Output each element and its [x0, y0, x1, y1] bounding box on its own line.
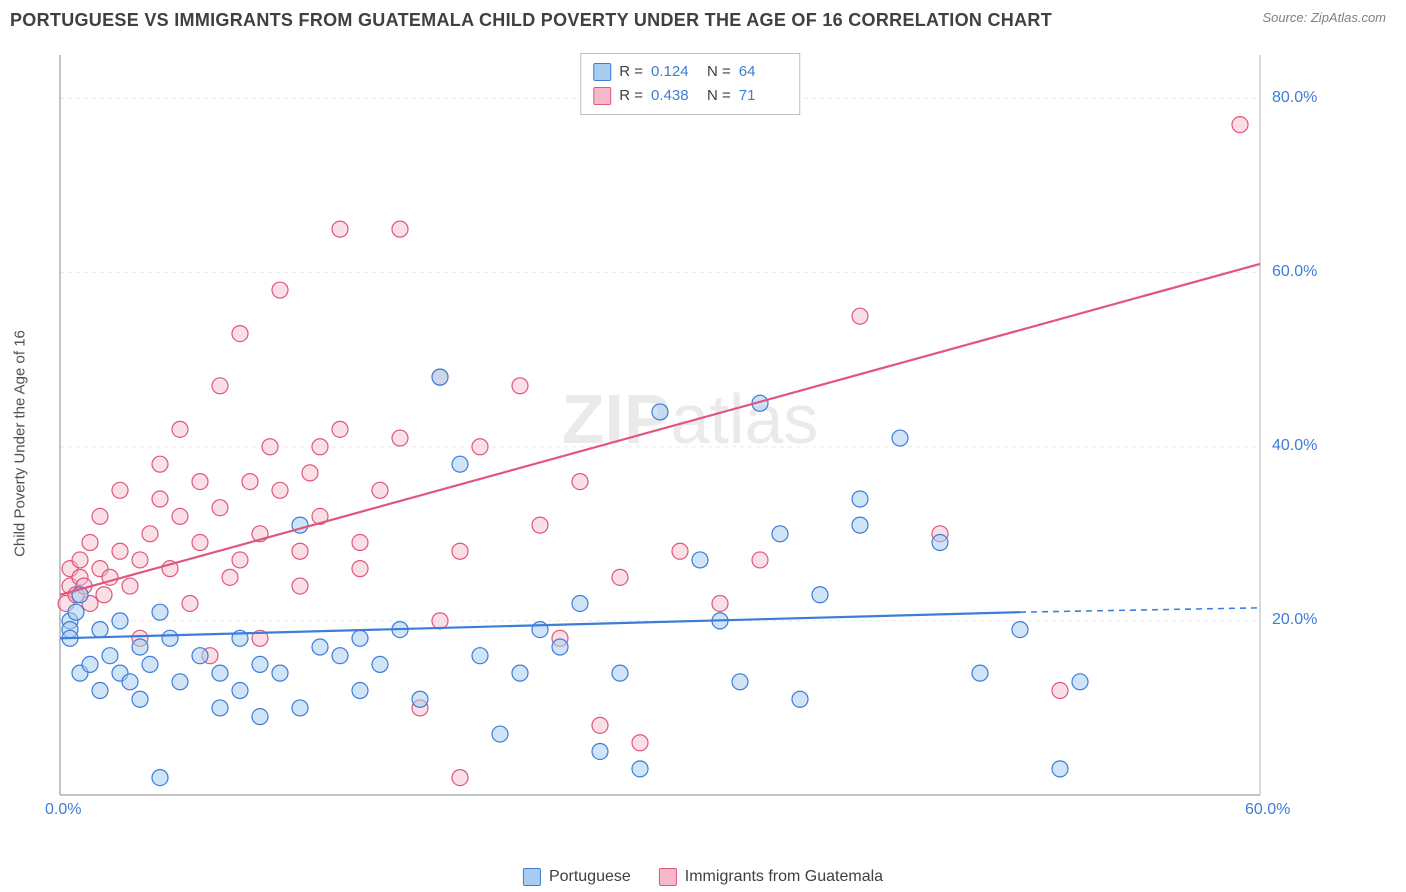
source-attribution: Source: ZipAtlas.com — [1262, 10, 1386, 25]
swatch-series-2 — [593, 87, 611, 105]
header-bar: PORTUGUESE VS IMMIGRANTS FROM GUATEMALA … — [0, 0, 1406, 36]
swatch-series-1 — [593, 63, 611, 81]
chart-title: PORTUGUESE VS IMMIGRANTS FROM GUATEMALA … — [10, 10, 1052, 31]
r-label: R = — [619, 84, 643, 108]
stats-row-1: R = 0.124 N = 64 — [593, 60, 787, 84]
r-value-2: 0.438 — [651, 84, 699, 108]
legend-item-1: Portuguese — [523, 868, 631, 886]
y-tick-label: 40.0% — [1272, 437, 1320, 455]
y-tick-label: 80.0% — [1272, 89, 1320, 107]
chart-area: Child Poverty Under the Age of 16 ZIPatl… — [50, 45, 1330, 825]
x-tick-label: 60.0% — [1245, 801, 1290, 819]
n-label: N = — [707, 60, 731, 84]
x-tick-label: 0.0% — [45, 801, 81, 819]
stats-row-2: R = 0.438 N = 71 — [593, 84, 787, 108]
stats-legend-box: R = 0.124 N = 64 R = 0.438 N = 71 — [580, 53, 800, 115]
legend-label-2: Immigrants from Guatemala — [685, 868, 883, 886]
legend-label-1: Portuguese — [549, 868, 631, 886]
y-tick-label: 60.0% — [1272, 263, 1320, 281]
r-label: R = — [619, 60, 643, 84]
scatter-plot — [50, 45, 1330, 825]
swatch-series-1 — [523, 868, 541, 886]
y-tick-label: 20.0% — [1272, 611, 1320, 629]
r-value-1: 0.124 — [651, 60, 699, 84]
n-label: N = — [707, 84, 731, 108]
swatch-series-2 — [659, 868, 677, 886]
legend-item-2: Immigrants from Guatemala — [659, 868, 883, 886]
n-value-1: 64 — [739, 60, 787, 84]
footer-legend: Portuguese Immigrants from Guatemala — [523, 868, 883, 886]
n-value-2: 71 — [739, 84, 787, 108]
y-axis-label: Child Poverty Under the Age of 16 — [12, 330, 29, 557]
